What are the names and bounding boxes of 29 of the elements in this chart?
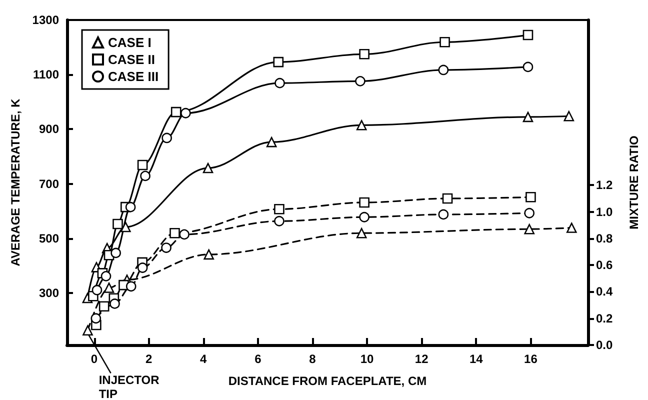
y2-tick-label: 0.4 (596, 284, 614, 299)
y2-tick-label: 1.0 (596, 204, 614, 219)
legend-label: CASE I (108, 35, 152, 50)
y-tick-label: 1100 (32, 68, 60, 82)
y-tick-label: 300 (38, 286, 60, 300)
x-tick-label: 14 (469, 352, 484, 366)
y2-tick-label: 0.6 (596, 258, 614, 272)
legend-label: CASE II (108, 52, 155, 67)
x-tick-label: 10 (360, 352, 374, 366)
y-tick-label: 900 (38, 122, 60, 136)
x-tick-label: 8 (309, 352, 316, 366)
y2-tick-label: 0.8 (596, 231, 614, 246)
y2-tick-label: 0.2 (596, 311, 614, 326)
y-axis-title: AVERAGE TEMPERATURE, K (8, 98, 22, 266)
y-tick-label: 1300 (32, 13, 60, 27)
y-tick-label: 500 (38, 231, 60, 246)
y2-tick-label: 0.0 (596, 338, 614, 352)
legend-label: CASE III (108, 69, 159, 84)
x-tick-label: 2 (145, 352, 152, 366)
x-axis-title: DISTANCE FROM FACEPLATE, CM (228, 374, 427, 388)
x-tick-label: 4 (200, 352, 208, 366)
x-tick-label: 16 (524, 352, 538, 366)
y2-tick-label: 1.2 (596, 178, 614, 192)
y2-axis-title: MIXTURE RATIO (627, 136, 641, 230)
y-tick-label: 700 (38, 176, 60, 191)
x-tick-label: 0 (90, 352, 98, 366)
annotation: INJECTOR TIP (98, 373, 160, 400)
x-tick-label: 12 (414, 352, 429, 366)
x-tick-label: 6 (254, 352, 262, 366)
